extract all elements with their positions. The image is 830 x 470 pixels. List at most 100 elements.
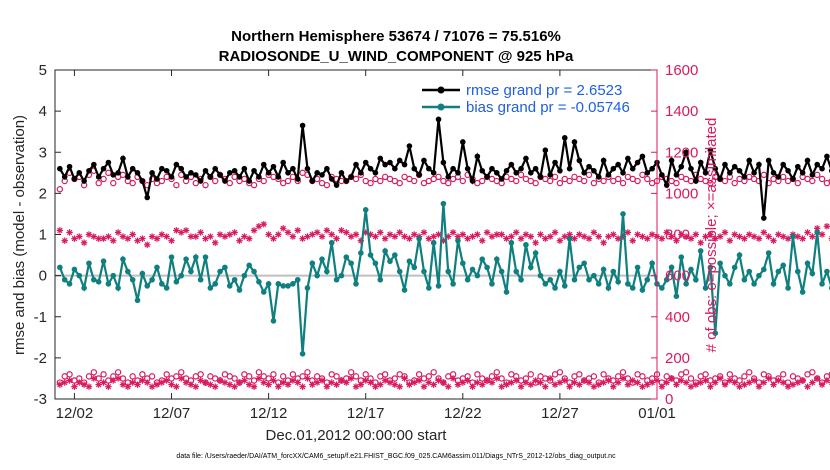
rmse-point [76,170,83,176]
obs-assimilated-point [702,233,709,240]
obs-possible-point [707,179,714,187]
rmse-point [129,165,136,172]
obs-assimilated-point [216,231,224,238]
obs-assimilated-point [532,239,539,246]
rmse-point [489,165,495,172]
bias-point [736,252,743,258]
rmse-point [659,172,665,178]
bias-point [280,283,286,289]
bias-point [809,270,816,277]
obs-possible-point [546,177,554,185]
bias-point [785,285,791,291]
bias-point [241,272,248,279]
rmse-point [134,170,141,176]
bias-point [591,272,597,279]
rmse-point [814,161,821,168]
obs-assimilated-point [357,381,365,388]
obs-assimilated-point [527,381,534,388]
obs-assimilated-point [648,379,656,386]
bias-point [775,268,782,275]
rmse-point [790,176,796,182]
bias-point [294,276,301,283]
obs-possible-point [377,177,384,185]
obs-assimilated-point [435,231,442,238]
obs-assimilated-point [275,383,282,390]
obs-possible-point [362,371,369,378]
obs-assimilated-point [789,381,797,388]
obs-possible-point [682,369,690,376]
obs-assimilated-point [430,381,437,388]
obs-assimilated-point [600,379,607,386]
obs-assimilated-point [702,377,709,384]
rmse-point [251,167,257,174]
rmse-point [770,170,777,176]
obs-assimilated-point [338,377,345,384]
obs-assimilated-point [614,379,622,386]
obs-possible-point [66,371,73,378]
obs-assimilated-point [401,375,408,382]
obs-assimilated-point [483,377,491,384]
bias-point [450,281,456,287]
rmse-point [236,174,243,180]
rmse-point [561,135,568,141]
rmse-point [231,167,238,174]
rmse-point [809,172,816,178]
obs-assimilated-point [576,381,583,388]
obs-assimilated-point [212,383,219,390]
bias-point [625,281,631,287]
obs-possible-point [731,179,738,187]
rmse-point [756,161,762,168]
obs-assimilated-point [469,383,476,390]
obs-assimilated-point [425,235,433,242]
x-tick-label: 12/22 [444,405,482,422]
obs-possible-point [241,175,248,183]
obs-assimilated-point [513,377,520,384]
obs-assimilated-point [178,229,185,236]
rmse-point [163,167,170,174]
rmse-point [707,147,714,153]
rmse-point [479,167,486,174]
obs-assimilated-point [697,379,704,386]
axes-layer: 12/02 12/07 12/12 12/17 12/22 12/27 01/01 5 4 3 2 1… [34,62,699,422]
bias-point [581,260,587,267]
obs-assimilated-point [517,383,525,390]
obs-possible-point [347,369,355,376]
obs-assimilated-point [614,235,622,242]
obs-assimilated-point [668,233,675,240]
obs-possible-point [114,369,122,376]
rmse-point [285,170,291,176]
obs-assimilated-point [275,231,282,238]
obs-assimilated-point [804,229,811,236]
rmse-point [571,139,578,145]
rmse-point [722,161,728,168]
obs-assimilated-point [347,233,355,240]
obs-possible-point [110,179,117,187]
bias-point [231,276,238,283]
rmse-point [557,167,563,174]
bias-point [416,235,422,242]
bias-point [265,281,272,287]
obs-assimilated-point [673,381,680,388]
obs-assimilated-point [241,377,248,384]
rmse-point [149,170,155,176]
obs-assimilated-point [634,379,641,386]
obs-assimilated-point [479,381,486,388]
obs-assimilated-point [386,231,394,238]
obs-assimilated-point [804,383,811,390]
obs-assimilated-point [546,375,554,382]
y-left-tick-label: 3 [39,144,47,161]
bias-point [100,258,107,265]
obs-assimilated-point [561,233,568,240]
bias-point [790,233,796,240]
obs-possible-point [173,181,180,189]
obs-assimilated-point [644,381,651,388]
obs-possible-point [430,369,437,376]
bias-point [513,268,520,275]
bias-point [192,254,199,260]
obs-assimilated-point [265,231,272,238]
obs-assimilated-point [309,231,316,238]
obs-possible-point [270,371,277,378]
bias-point [178,272,185,279]
rmse-point [673,172,680,178]
